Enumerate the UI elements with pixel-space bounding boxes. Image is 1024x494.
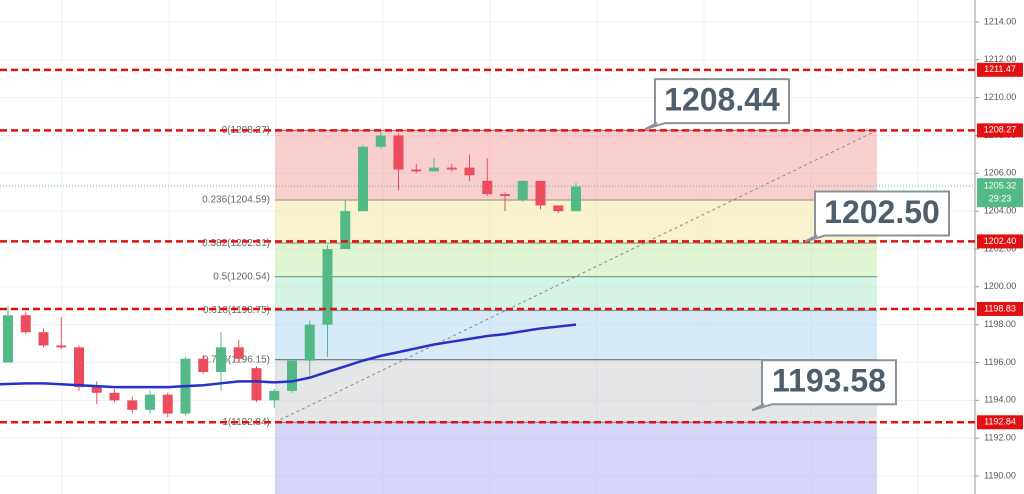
callout-label: 1202.50 bbox=[824, 194, 940, 230]
candle-body bbox=[74, 347, 84, 388]
candle-body bbox=[38, 332, 49, 346]
candle-body bbox=[269, 390, 280, 401]
candle-body bbox=[20, 315, 31, 333]
candle-body bbox=[411, 169, 422, 172]
level-label: 1198.83 bbox=[984, 303, 1016, 313]
y-tick-label: 1198.00 bbox=[984, 319, 1016, 329]
candle-body bbox=[375, 135, 386, 147]
y-tick-label: 1200.00 bbox=[984, 281, 1017, 291]
candle-body bbox=[446, 167, 457, 170]
y-tick-label: 1194.00 bbox=[984, 395, 1016, 405]
fib-label: 0.618(1198.75) bbox=[203, 305, 270, 316]
candle-body bbox=[145, 394, 155, 410]
y-tick-label: 1210.00 bbox=[984, 92, 1017, 102]
y-tick-label: 1214.00 bbox=[984, 16, 1017, 26]
candle-body bbox=[464, 167, 475, 176]
level-label: 1192.84 bbox=[984, 417, 1016, 427]
fib-zone bbox=[275, 310, 877, 360]
candle-body bbox=[162, 394, 173, 414]
fib-label: 0.5(1200.54) bbox=[213, 271, 270, 282]
y-tick-label: 1196.00 bbox=[984, 357, 1016, 367]
candle-body bbox=[304, 324, 315, 361]
moving-average bbox=[0, 323, 577, 389]
price-timer: 29:23 bbox=[989, 194, 1012, 204]
y-tick-label: 1204.00 bbox=[984, 206, 1017, 216]
y-tick-label: 1192.00 bbox=[984, 433, 1016, 443]
candle-body bbox=[287, 360, 297, 391]
fib-label: 0.236(1204.59) bbox=[202, 195, 270, 206]
callout-label: 1208.44 bbox=[664, 82, 780, 118]
level-tag bbox=[977, 234, 1023, 249]
candle-body bbox=[553, 205, 564, 212]
callout-box bbox=[751, 359, 897, 412]
y-tick-label: 1206.00 bbox=[984, 168, 1017, 178]
candle-body bbox=[571, 186, 581, 212]
level-tag bbox=[977, 415, 1023, 430]
candle-body bbox=[198, 358, 209, 372]
fib-zone bbox=[275, 422, 877, 494]
callout-box bbox=[644, 78, 790, 131]
level-label: 1202.40 bbox=[984, 236, 1017, 246]
level-label: 1211.47 bbox=[984, 64, 1016, 74]
candle-body bbox=[56, 345, 67, 348]
y-tick-label: 1190.00 bbox=[984, 470, 1016, 480]
level-label: 1208.27 bbox=[984, 125, 1017, 135]
candle-body bbox=[109, 392, 120, 401]
candle-body bbox=[233, 347, 244, 359]
candle-body bbox=[429, 167, 439, 172]
candle-body bbox=[322, 248, 333, 325]
price-label: 1205.32 bbox=[984, 181, 1017, 191]
candle-body bbox=[127, 400, 138, 410]
candle-body bbox=[251, 368, 262, 401]
fib-zone bbox=[275, 243, 877, 277]
candle-body bbox=[500, 194, 510, 197]
candle-body bbox=[3, 315, 13, 363]
level-tag bbox=[977, 301, 1023, 316]
candle-body bbox=[216, 347, 226, 372]
candle-body bbox=[535, 180, 546, 206]
level-tag bbox=[977, 123, 1023, 138]
candle-body bbox=[358, 146, 368, 212]
price-tag bbox=[977, 178, 1023, 208]
fib-label: 0.382(1202.31) bbox=[202, 238, 270, 249]
callout-label: 1193.58 bbox=[772, 363, 886, 399]
candle-body bbox=[517, 180, 528, 200]
level-tag bbox=[977, 62, 1023, 77]
fib-label: 0.786(1196.15) bbox=[203, 354, 270, 365]
candle-body bbox=[482, 180, 493, 195]
candle-body bbox=[91, 387, 102, 393]
y-tick-label: 1212.00 bbox=[984, 54, 1017, 64]
fib-zone bbox=[275, 276, 877, 311]
candle-body bbox=[393, 135, 404, 170]
callout-box bbox=[804, 190, 950, 243]
candle-body bbox=[340, 211, 351, 249]
